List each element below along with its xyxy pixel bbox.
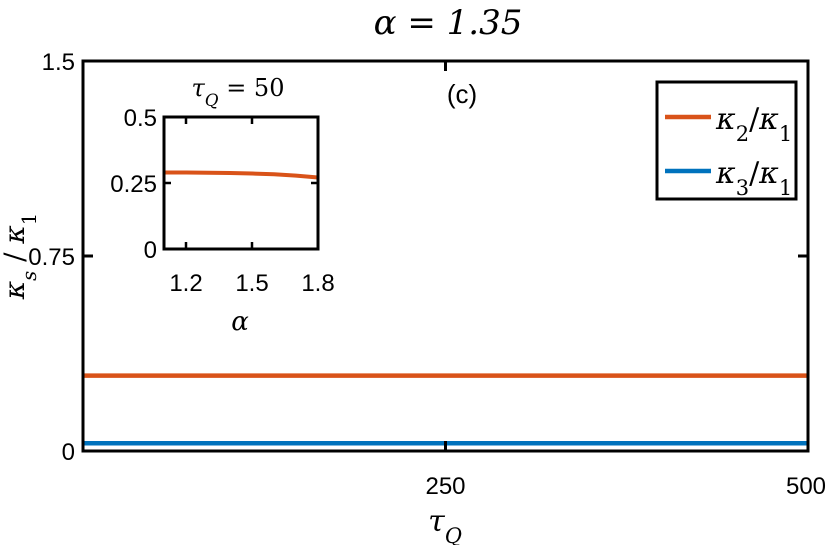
inset-x-tick-label: 1.2: [169, 270, 202, 297]
inset-y-tick-label: 0.25: [110, 171, 157, 198]
main-axes: 250 500 0 0.75 1.5 τQ κs / κ1: [0, 49, 826, 545]
inset-x-axis-label: α: [231, 307, 249, 337]
inset-series-line: [164, 170, 319, 180]
y-tick-label: 0.75: [28, 244, 75, 271]
legend: κ2/κ1 κ3/κ1: [655, 80, 798, 201]
x-tick-label: 500: [786, 473, 826, 500]
inset-axes: 1.2 1.5 1.8 0 0.25 0.5 τQ = 50 α: [110, 74, 334, 337]
y-tick-label: 1.5: [42, 49, 75, 76]
y-axis-label: κs / κ1: [0, 213, 41, 301]
x-axis-label: τQ: [428, 504, 462, 545]
legend-label-2: κ3/κ1: [715, 156, 792, 200]
y-tick-label: 0: [62, 439, 75, 466]
chart-title: α = 1.35: [374, 3, 523, 43]
inset-y-tick-label: 0.5: [124, 105, 157, 132]
x-tick-label: 250: [425, 473, 465, 500]
panel-label: (c): [447, 79, 477, 109]
inset-background: [164, 117, 318, 249]
legend-label-1: κ2/κ1: [715, 102, 792, 146]
inset-title: τQ = 50: [192, 74, 285, 110]
legend-box: [655, 80, 798, 201]
inset-y-tick-label: 0: [144, 237, 157, 264]
inset-x-tick-label: 1.5: [235, 270, 268, 297]
inset-x-tick-label: 1.8: [301, 270, 334, 297]
